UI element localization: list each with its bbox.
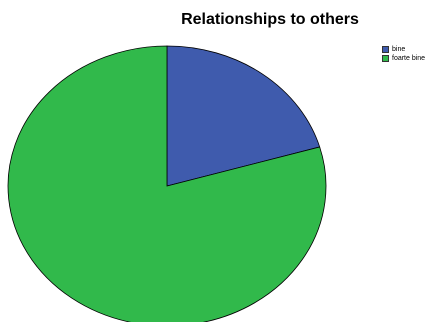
pie-slice-bine [166,45,321,187]
legend-label-foarte-bine: foarte bine [392,55,426,62]
chart-title: Relationships to others [181,11,359,28]
legend-label-bine: bine [392,46,406,53]
legend-item-foarte-bine: foarte bine [382,54,425,63]
legend-item-bine: bine [382,45,425,54]
pie-slice-foarte-bine [7,45,327,322]
legend-swatch-bine [382,46,389,53]
legend-swatch-foarte-bine [382,55,389,62]
chart-legend: bine foarte bine [382,45,425,63]
